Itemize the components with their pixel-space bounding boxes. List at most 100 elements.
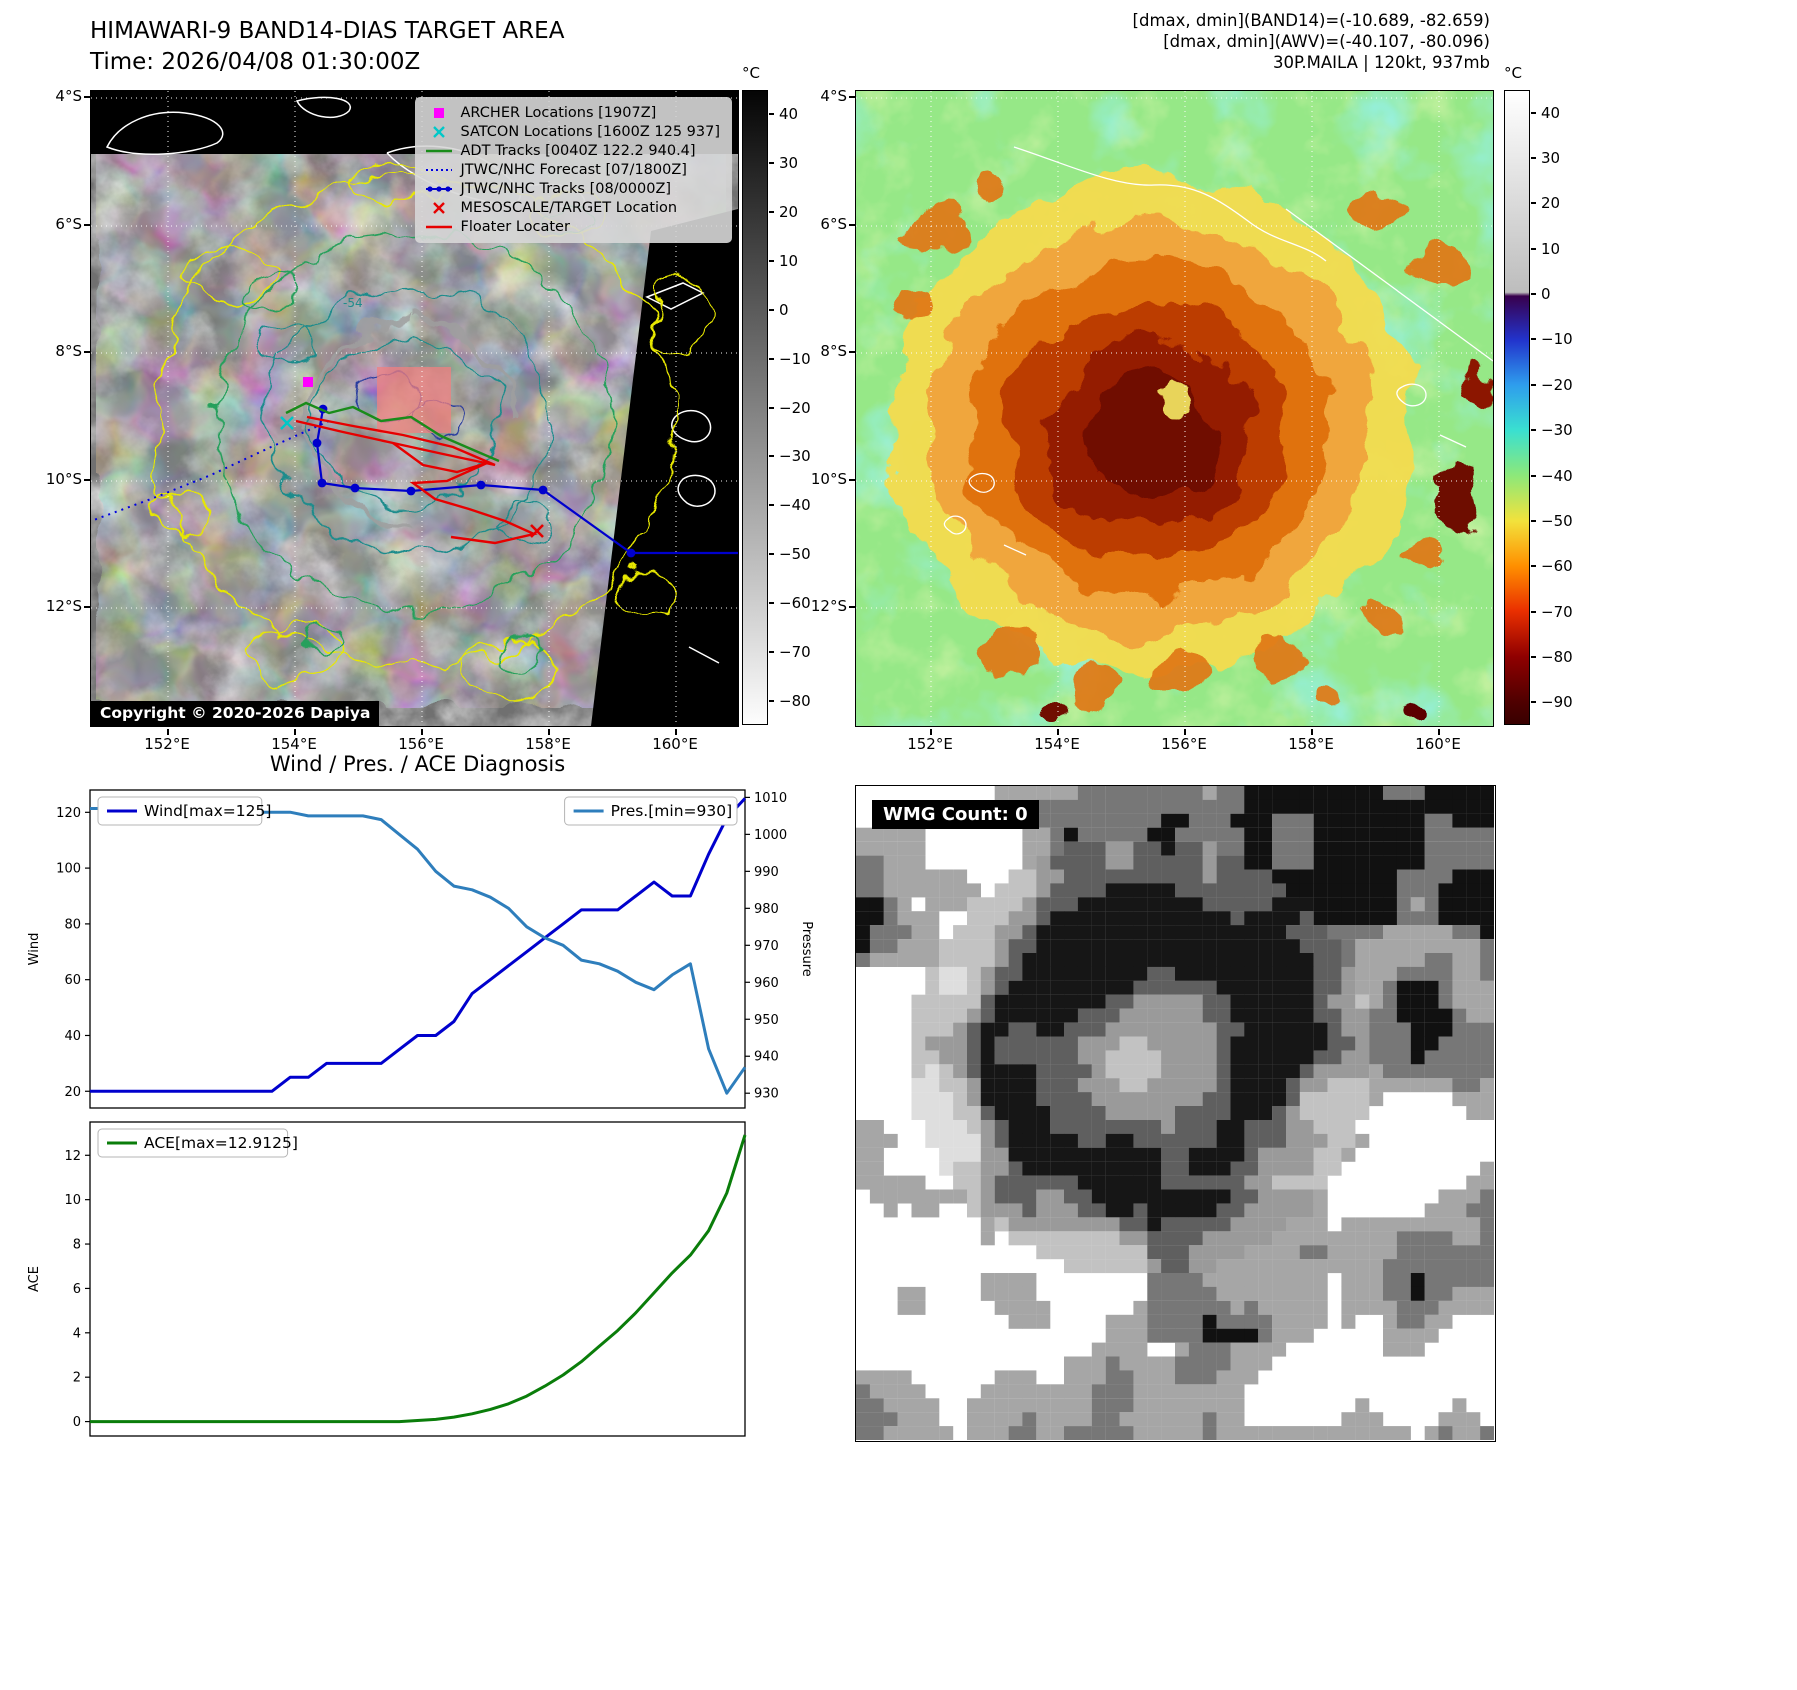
colorbar-tick-mark [769, 357, 774, 360]
lon-tick-label: 160°E [1415, 735, 1461, 753]
colorbar-tick-label: −10 [1541, 330, 1573, 349]
y-tick-label: 8 [73, 1238, 81, 1253]
lon-tick-mark [167, 729, 169, 735]
colorbar-tick-mark [1531, 202, 1536, 205]
ylabel-right: Pressure [799, 921, 814, 977]
awv-map-panel [855, 90, 1494, 727]
lon-tick-mark [1438, 729, 1440, 735]
legend-item: SATCON Locations [1600Z 125 937] [424, 124, 720, 140]
colorbar-tick-label: −40 [1541, 466, 1573, 485]
right-map-header: [dmax, dmin](BAND14)=(-10.689, -82.659) … [960, 10, 1490, 73]
y2-tick-label: 930 [754, 1087, 779, 1102]
y2-tick-label: 970 [754, 939, 779, 954]
axes-frame [89, 1121, 746, 1437]
legend-item: JTWC/NHC Tracks [08/0000Z] [424, 181, 720, 197]
colorbar-tick-mark [1531, 383, 1536, 386]
colorbar-tick-label: −20 [779, 398, 811, 417]
colorbar-tick-mark [1531, 247, 1536, 250]
no-data-wedge [591, 209, 738, 726]
wmg-panel: WMG Count: 0 [855, 785, 1496, 1442]
left-map-title-line2: Time: 2026/04/08 01:30:00Z [90, 49, 421, 75]
y-tick-label: 12 [64, 1149, 81, 1164]
series-0-line [90, 797, 747, 1093]
y2-tick-label: 960 [754, 976, 779, 991]
y2-tick-label: 990 [754, 865, 779, 880]
legend-item: ADT Tracks [0040Z 122.2 940.4] [424, 143, 720, 159]
lon-tick-label: 152°E [144, 735, 190, 753]
colorbar-tick-label: −20 [1541, 375, 1573, 394]
chart-legend-label: Pres.[min=930] [611, 802, 733, 820]
colorbar-tick-label: 20 [779, 203, 799, 222]
colorbar-tick-label: 0 [779, 300, 789, 319]
legend-item-label: Floater Locater [460, 219, 570, 235]
colorbar-tick-label: −50 [779, 545, 811, 564]
y2-tick-label: 1010 [754, 791, 787, 806]
colorbar-tick-mark [1531, 565, 1536, 568]
y-tick-label: 100 [56, 862, 81, 877]
ylabel-left: Wind [27, 933, 42, 966]
map-legend: ARCHER Locations [1907Z] SATCON Locations… [414, 97, 732, 243]
lon-tick-mark [421, 729, 423, 735]
colorbar-tick-label: 10 [779, 251, 799, 270]
colorbar-tick-mark [769, 553, 774, 556]
colorbar-tick-label: 10 [1541, 239, 1561, 258]
colorbar-tick-label: −90 [1541, 693, 1573, 712]
y-tick-label: 10 [64, 1193, 81, 1208]
colorbar-tick-label: −80 [1541, 647, 1573, 666]
lat-tick-mark [84, 479, 90, 481]
cyan-x-icon [432, 126, 445, 138]
y2-tick-label: 980 [754, 902, 779, 917]
green-line-icon [425, 149, 452, 153]
y-tick-label: 6 [73, 1282, 81, 1297]
left-colorbar-unit: °C [742, 64, 760, 82]
latlon-grid [856, 91, 1493, 726]
contour-value-label: -54 [343, 296, 363, 310]
red-line-icon [425, 225, 452, 229]
lat-tick-label: 8°S [55, 342, 82, 360]
magenta-square-icon [433, 108, 444, 118]
cold-overshoot-cells [1040, 371, 1493, 725]
colorbar-tick-mark [769, 699, 774, 702]
lat-tick-label: 6°S [820, 215, 847, 233]
lon-tick-mark [930, 729, 932, 735]
right-colorbar-unit: °C [1504, 64, 1522, 82]
colorbar-tick-label: −60 [779, 593, 811, 612]
jtwc-forecast-track [91, 420, 330, 522]
colorbar-tick-label: 30 [1541, 149, 1561, 168]
lat-tick-label: 6°S [55, 215, 82, 233]
colorbar-tick-label: 30 [779, 154, 799, 173]
jtwc-best-track [312, 404, 738, 558]
y-tick-label: 2 [73, 1371, 81, 1386]
colorbar-tick-label: −10 [779, 349, 811, 368]
colorbar-tick-label: −40 [779, 496, 811, 515]
lat-tick-label: 12°S [810, 597, 847, 615]
lat-tick-mark [849, 479, 855, 481]
colorbar-tick-mark [1531, 474, 1536, 477]
lon-tick-mark [1311, 729, 1313, 735]
colorbar-tick-mark [1531, 293, 1536, 296]
colorbar-tick-mark [769, 650, 774, 653]
colorbar-tick-label: −50 [1541, 511, 1573, 530]
lat-tick-label: 8°S [820, 342, 847, 360]
y2-tick-label: 940 [754, 1050, 779, 1065]
y-tick-label: 120 [56, 806, 81, 821]
left-colorbar: 40 30 20 10 0 −10 −20 −30 −40 −50 −60 −70 −80 [742, 90, 832, 727]
y-tick-label: 40 [64, 1029, 81, 1044]
chart-legend: ACE[max=12.9125] [97, 1128, 298, 1158]
lon-tick-label: 158°E [1288, 735, 1334, 753]
red-x-icon [432, 202, 445, 214]
band14-map-panel: -54 [90, 90, 739, 727]
lon-tick-label: 158°E [525, 735, 571, 753]
legend-item: ARCHER Locations [1907Z] [424, 105, 720, 121]
colorbar-tick-mark [1531, 519, 1536, 522]
colorbar-tick-mark [1531, 429, 1536, 432]
colorbar-tick-mark [769, 162, 774, 165]
chart-legend-label: Wind[max=125] [144, 802, 271, 820]
colorbar-tick-mark [769, 211, 774, 214]
colorbar-tick-mark [769, 455, 774, 458]
legend-item-label: JTWC/NHC Forecast [07/1800Z] [460, 162, 687, 178]
colorbar-tick-mark [769, 308, 774, 311]
legend-item-label: SATCON Locations [1600Z 125 937] [460, 124, 720, 140]
lat-tick-label: 4°S [820, 87, 847, 105]
y-tick-label: 60 [64, 973, 81, 988]
